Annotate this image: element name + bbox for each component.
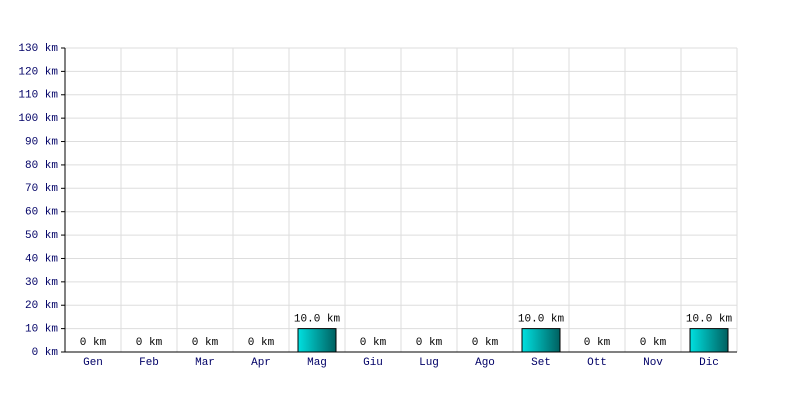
y-tick-label: 30 km xyxy=(25,277,58,289)
y-tick-label: 0 km xyxy=(32,347,59,359)
value-label: 0 km xyxy=(136,337,163,349)
x-tick-label: Mar xyxy=(195,357,215,369)
x-tick-label: Set xyxy=(531,357,551,369)
bar xyxy=(297,328,337,353)
value-label: 10.0 km xyxy=(518,314,565,326)
value-label: 0 km xyxy=(584,337,611,349)
y-tick-label: 130 km xyxy=(18,43,58,55)
value-label: 0 km xyxy=(360,337,387,349)
x-tick-label: Mag xyxy=(307,357,327,369)
x-tick-label: Feb xyxy=(139,357,159,369)
x-tick-label: Gen xyxy=(83,357,103,369)
x-tick-label: Lug xyxy=(419,357,439,369)
y-tick-label: 60 km xyxy=(25,207,58,219)
x-tick-label: Apr xyxy=(251,357,271,369)
value-label: 10.0 km xyxy=(686,314,733,326)
x-tick-label: Ott xyxy=(587,357,607,369)
y-tick-label: 40 km xyxy=(25,253,58,265)
bar xyxy=(689,328,729,353)
x-tick-label: Nov xyxy=(643,357,663,369)
value-label: 0 km xyxy=(80,337,107,349)
value-label: 10.0 km xyxy=(294,314,341,326)
value-label: 0 km xyxy=(248,337,275,349)
y-tick-label: 10 km xyxy=(25,324,58,336)
value-label: 0 km xyxy=(416,337,443,349)
y-tick-label: 50 km xyxy=(25,230,58,242)
value-label: 0 km xyxy=(472,337,499,349)
y-tick-label: 70 km xyxy=(25,183,58,195)
bar xyxy=(521,328,561,353)
y-tick-label: 100 km xyxy=(18,113,58,125)
value-label: 0 km xyxy=(640,337,667,349)
y-tick-label: 110 km xyxy=(18,90,58,102)
x-tick-label: Ago xyxy=(475,357,495,369)
y-tick-label: 90 km xyxy=(25,136,58,148)
y-tick-label: 120 km xyxy=(18,66,58,78)
x-tick-label: Giu xyxy=(363,357,383,369)
value-label: 0 km xyxy=(192,337,219,349)
y-tick-label: 20 km xyxy=(25,300,58,312)
y-tick-label: 80 km xyxy=(25,160,58,172)
x-tick-label: Dic xyxy=(699,357,719,369)
